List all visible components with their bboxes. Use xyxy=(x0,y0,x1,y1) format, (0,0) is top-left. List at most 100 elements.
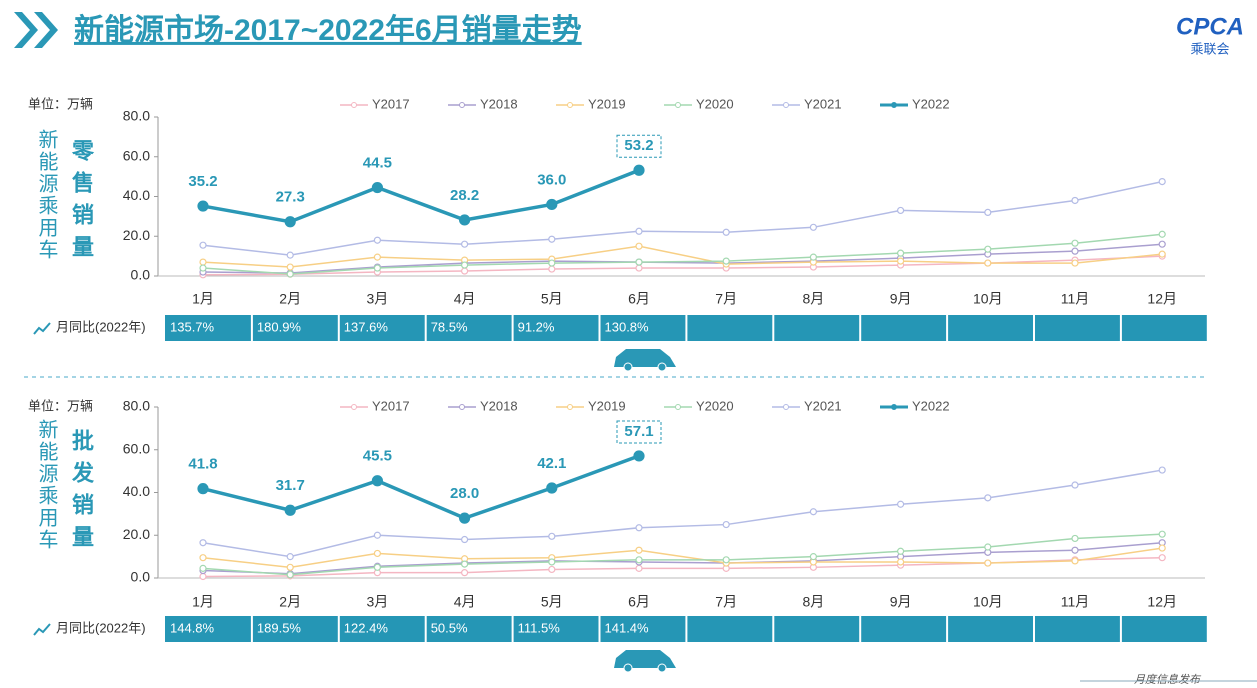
series-line xyxy=(202,533,1163,576)
x-tick-label: 11月 xyxy=(1061,594,1090,610)
footer: 月度信息发布 xyxy=(1134,673,1202,686)
data-label: 27.3 xyxy=(276,189,305,206)
yoy-value: 111.5% xyxy=(518,620,561,635)
point xyxy=(635,546,643,554)
chart-title: 批发销量 xyxy=(69,429,94,557)
point xyxy=(373,253,381,261)
y-axis-label: 新能源乘用车 xyxy=(35,419,57,551)
legend-label: Y2018 xyxy=(480,398,518,413)
legend-label: Y2022 xyxy=(912,96,950,111)
point xyxy=(284,504,296,516)
series-line xyxy=(202,547,1163,569)
legend-marker xyxy=(351,404,357,410)
y-tick-label: 80.0 xyxy=(123,108,150,124)
point xyxy=(1071,534,1079,543)
x-tick-label: 2月 xyxy=(279,594,301,610)
point xyxy=(548,259,556,267)
series-line xyxy=(202,454,640,521)
legend-label: Y2017 xyxy=(372,398,410,413)
x-tick-label: 6月 xyxy=(628,594,650,610)
point xyxy=(633,450,645,462)
point xyxy=(1158,240,1166,248)
point xyxy=(197,483,209,495)
point xyxy=(286,563,294,571)
point xyxy=(461,535,469,544)
point xyxy=(459,512,471,524)
logo: CPCA xyxy=(1176,13,1244,40)
series-line xyxy=(202,541,1163,575)
point xyxy=(286,270,294,278)
point xyxy=(1071,557,1079,565)
point xyxy=(984,245,992,253)
y-tick-label: 20.0 xyxy=(123,526,150,542)
yoy-value: 78.5% xyxy=(431,319,468,334)
legend-marker xyxy=(891,102,897,108)
legend-marker xyxy=(351,102,357,108)
x-tick-label: 1月 xyxy=(192,594,214,610)
point xyxy=(548,565,556,574)
point xyxy=(1158,250,1166,258)
car-wheel xyxy=(623,663,633,673)
x-tick-label: 9月 xyxy=(890,594,912,610)
point xyxy=(1158,554,1166,562)
point xyxy=(371,181,383,194)
series-line xyxy=(202,233,1163,275)
point xyxy=(896,257,905,265)
point xyxy=(809,508,818,516)
x-tick-label: 11月 xyxy=(1061,291,1090,307)
legend-marker xyxy=(459,404,465,410)
point xyxy=(722,257,730,265)
car-wheel xyxy=(623,362,633,372)
series-line xyxy=(202,245,1163,268)
yoy-value: 180.9% xyxy=(257,319,302,334)
point xyxy=(546,482,558,494)
yoy-value: 141.4% xyxy=(605,620,650,635)
y-tick-label: 40.0 xyxy=(123,483,150,499)
x-tick-label: 9月 xyxy=(890,291,912,307)
series-line xyxy=(202,243,1163,274)
point xyxy=(199,539,207,547)
point xyxy=(896,206,905,215)
point xyxy=(199,241,207,249)
point xyxy=(896,558,905,566)
unit-label: 单位：万辆 xyxy=(28,398,93,413)
legend-marker xyxy=(783,102,789,108)
y-tick-label: 0.0 xyxy=(131,267,151,283)
legend-label: Y2019 xyxy=(588,398,626,413)
yoy-icon xyxy=(33,623,51,636)
point xyxy=(371,475,383,487)
x-tick-label: 4月 xyxy=(454,594,476,610)
series-line xyxy=(202,168,640,224)
car-icon xyxy=(614,349,676,367)
yoy-label: 月同比(2022年) xyxy=(56,620,146,635)
yoy-value: 135.7% xyxy=(170,319,215,334)
legend-marker xyxy=(891,404,897,410)
legend-label: Y2020 xyxy=(696,96,734,111)
yoy-icon xyxy=(33,322,51,335)
car-wheel xyxy=(657,362,667,372)
point xyxy=(1071,196,1079,205)
point xyxy=(635,524,643,532)
x-tick-label: 3月 xyxy=(367,291,389,307)
point xyxy=(722,556,730,564)
point xyxy=(1071,481,1079,489)
legend-label: Y2021 xyxy=(804,398,842,413)
point xyxy=(461,267,469,275)
x-tick-label: 10月 xyxy=(973,291,1003,307)
legend-label: Y2020 xyxy=(696,398,734,413)
point xyxy=(461,240,469,248)
data-label: 44.5 xyxy=(363,155,392,172)
point xyxy=(1158,466,1166,474)
legend-marker xyxy=(567,102,573,108)
point xyxy=(199,564,207,572)
legend-marker xyxy=(783,404,789,410)
data-label: 35.2 xyxy=(188,173,217,190)
point xyxy=(373,236,381,244)
page-title: 新能源市场-2017~2022年6月销量走势 xyxy=(74,13,582,47)
x-tick-label: 7月 xyxy=(715,594,737,610)
yoy-value: 130.8% xyxy=(605,319,650,334)
x-tick-label: 2月 xyxy=(279,291,301,307)
legend-label: Y2019 xyxy=(588,96,626,111)
point xyxy=(809,553,818,561)
